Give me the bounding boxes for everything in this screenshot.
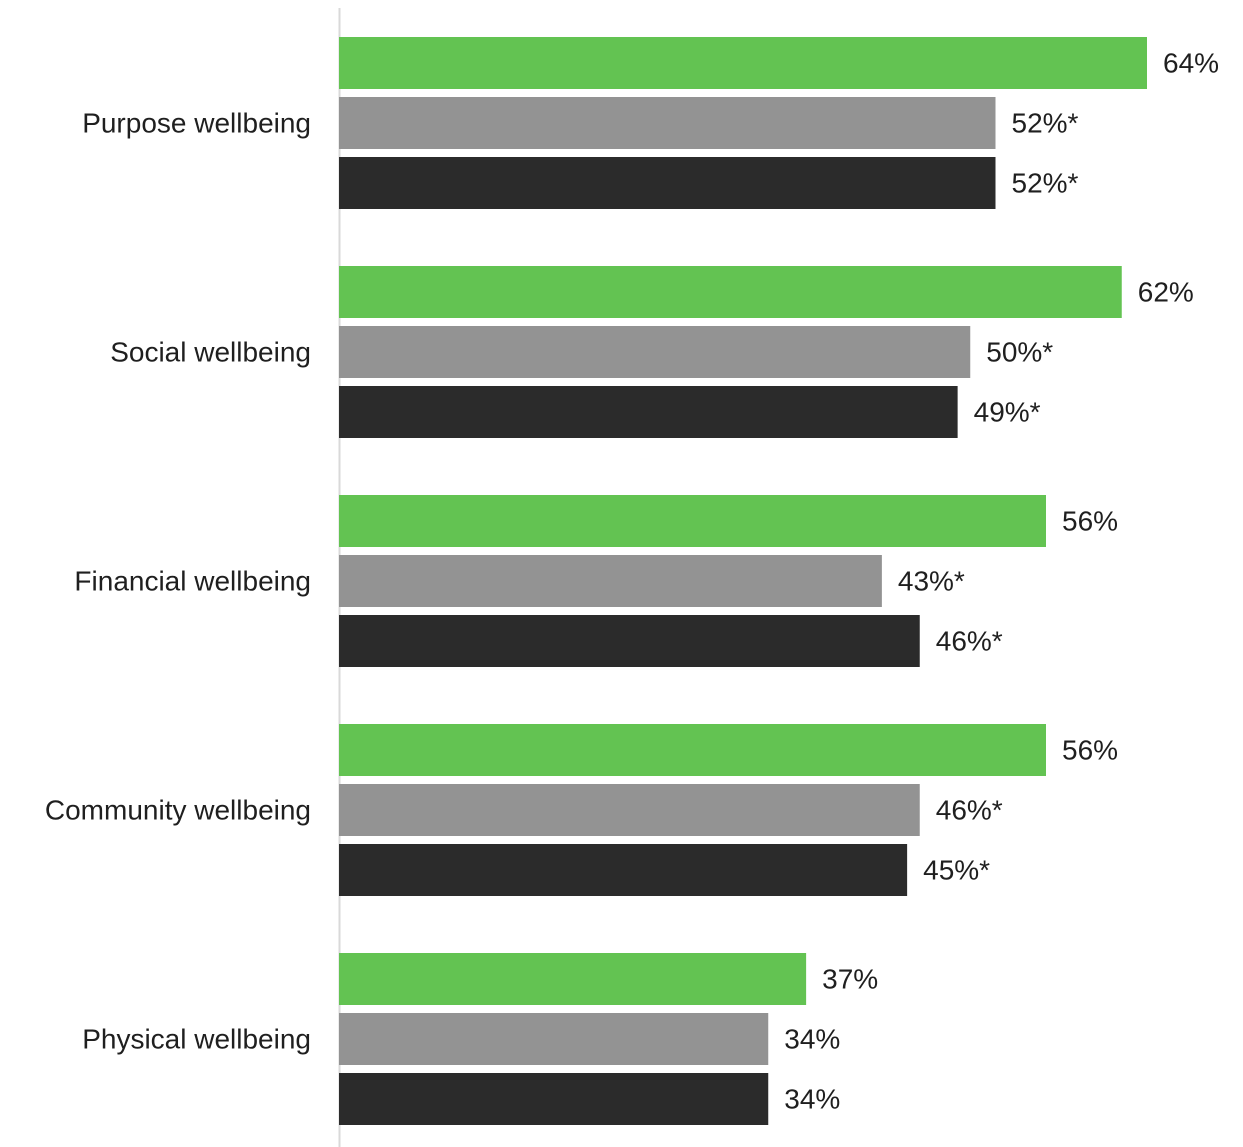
- bar: [339, 37, 1147, 89]
- value-labels: 64% 52%* 52%* 62% 50%* 49%* 56% 43%* 46%* 56% 46%*…: [784, 48, 1219, 1115]
- data-label: 46%*: [936, 795, 1003, 826]
- category-label: Community wellbeing: [45, 795, 311, 826]
- data-label: 43%*: [898, 566, 965, 597]
- data-label: 37%: [822, 964, 878, 995]
- bar: [339, 1073, 769, 1125]
- data-label: 34%: [784, 1084, 840, 1115]
- bar: [339, 326, 971, 378]
- data-label: 62%: [1138, 277, 1194, 308]
- data-label: 34%: [784, 1024, 840, 1055]
- bar: [339, 1013, 769, 1065]
- bar: [339, 953, 807, 1005]
- category-labels: Purpose wellbeing Social wellbeing Financi…: [45, 108, 311, 1055]
- bar: [339, 724, 1046, 776]
- data-label: 56%: [1062, 735, 1118, 766]
- data-label: 64%: [1163, 48, 1219, 79]
- category-label: Financial wellbeing: [74, 566, 311, 597]
- bar: [339, 555, 882, 607]
- bars: [339, 37, 1147, 1125]
- bar: [339, 97, 996, 149]
- bar: [339, 784, 920, 836]
- bar: [339, 157, 996, 209]
- bar: [339, 495, 1046, 547]
- data-label: 56%: [1062, 506, 1118, 537]
- data-label: 45%*: [923, 855, 990, 886]
- category-label: Purpose wellbeing: [82, 108, 311, 139]
- bar: [339, 615, 920, 667]
- bar: [339, 386, 958, 438]
- data-label: 52%*: [1012, 108, 1079, 139]
- category-label: Physical wellbeing: [82, 1024, 311, 1055]
- data-label: 50%*: [986, 337, 1053, 368]
- data-label: 49%*: [974, 397, 1041, 428]
- bar: [339, 266, 1122, 318]
- data-label: 52%*: [1012, 168, 1079, 199]
- data-label: 46%*: [936, 626, 1003, 657]
- bar: [339, 844, 908, 896]
- category-label: Social wellbeing: [110, 337, 311, 368]
